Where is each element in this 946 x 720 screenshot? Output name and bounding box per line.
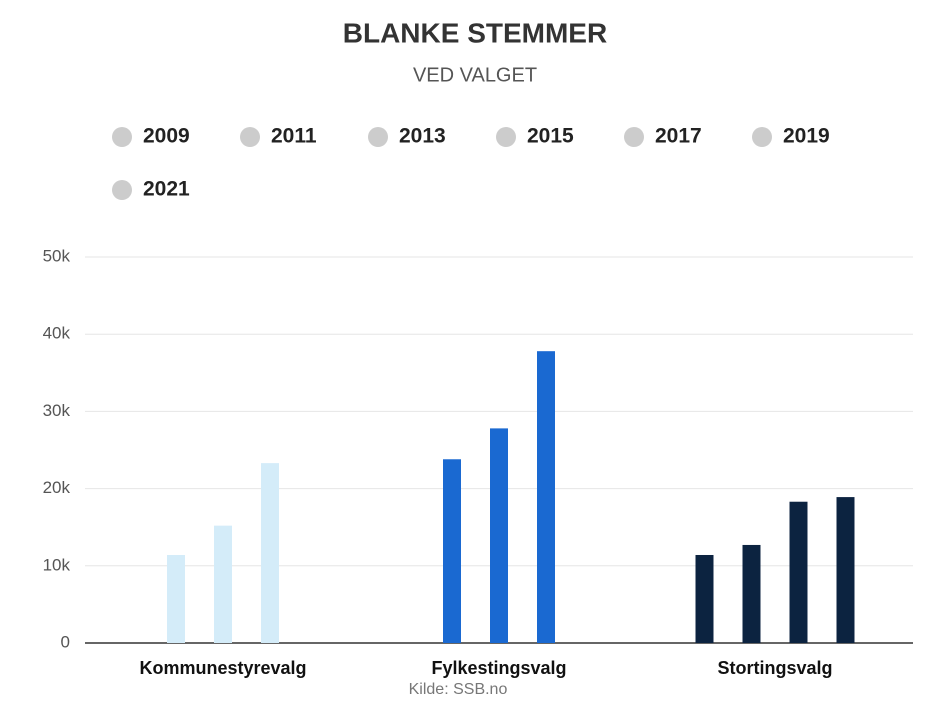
bar (443, 459, 461, 643)
x-tick-label: Kommunestyrevalg (139, 658, 306, 678)
bar (742, 544, 761, 643)
legend-label: 2019 (783, 125, 830, 148)
y-tick-label: 10k (43, 555, 71, 574)
legend-label: 2021 (143, 178, 190, 201)
legend-marker (112, 127, 132, 147)
bar (490, 428, 508, 643)
legend-marker (624, 127, 644, 147)
chart-subtitle: VED VALGET (413, 64, 537, 86)
y-tick-label: 40k (43, 324, 71, 343)
bar (695, 554, 714, 643)
legend-marker (368, 127, 388, 147)
chart-title: BLANKE STEMMER (343, 17, 607, 48)
legend-label: 2017 (655, 125, 702, 148)
legend-marker (496, 127, 516, 147)
y-tick-label: 0 (61, 632, 70, 651)
bar (789, 501, 808, 643)
y-tick-label: 20k (43, 478, 71, 497)
legend-label: 2011 (271, 125, 317, 148)
bar (537, 351, 555, 643)
bar (214, 525, 232, 643)
x-tick-label: Fylkestingsvalg (431, 658, 566, 678)
bar (836, 497, 855, 643)
y-tick-label: 50k (43, 246, 71, 265)
y-tick-label: 30k (43, 401, 71, 420)
bar (261, 463, 279, 643)
legend-marker (240, 127, 260, 147)
legend-label: 2009 (143, 125, 190, 148)
legend-label: 2015 (527, 125, 574, 148)
legend-marker (752, 127, 772, 147)
legend-marker (112, 180, 132, 200)
legend-label: 2013 (399, 125, 446, 148)
credit: Kilde: SSB.no (409, 681, 508, 698)
x-tick-label: Stortingsvalg (717, 658, 832, 678)
bar (167, 554, 185, 643)
